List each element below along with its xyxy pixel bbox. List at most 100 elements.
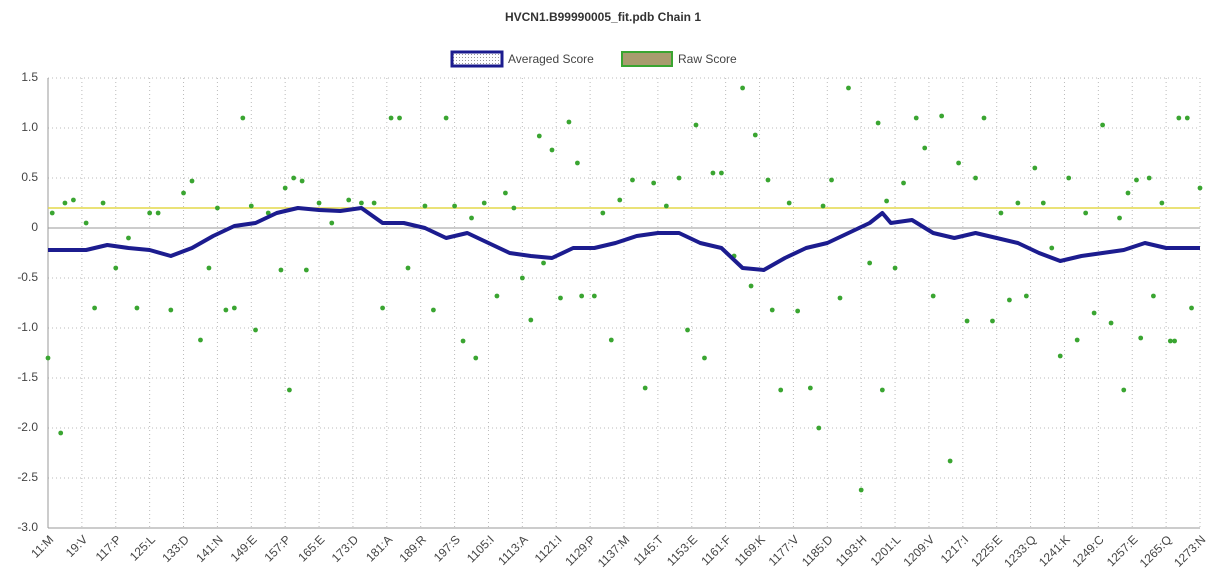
raw-point bbox=[71, 197, 76, 203]
raw-point bbox=[973, 175, 978, 181]
raw-point bbox=[469, 215, 474, 221]
x-tick-label: 157:P bbox=[261, 532, 293, 564]
x-tick-label: 1233:Q bbox=[1001, 532, 1039, 570]
raw-point bbox=[1108, 320, 1114, 326]
raw-point bbox=[867, 260, 873, 266]
raw-point bbox=[981, 115, 987, 121]
x-tick-label: 11:M bbox=[28, 532, 56, 560]
raw-point bbox=[1100, 122, 1105, 128]
raw-point bbox=[388, 115, 394, 121]
raw-point bbox=[422, 203, 428, 209]
raw-point bbox=[481, 200, 487, 206]
raw-point bbox=[329, 220, 335, 226]
raw-point bbox=[303, 267, 309, 273]
x-tick-label: 19:V bbox=[63, 532, 90, 559]
x-tick-label: 1201:L bbox=[868, 532, 904, 568]
x-tick-label: 165:E bbox=[295, 532, 327, 564]
raw-point bbox=[62, 200, 68, 206]
raw-point bbox=[930, 293, 936, 299]
raw-point bbox=[846, 85, 851, 91]
legend-swatch bbox=[621, 51, 673, 67]
x-tick-label: 1113:A bbox=[495, 532, 531, 568]
raw-point bbox=[299, 178, 305, 184]
raw-point bbox=[405, 265, 411, 271]
raw-point bbox=[748, 283, 754, 289]
legend-label: Averaged Score bbox=[508, 52, 594, 66]
raw-point bbox=[519, 275, 525, 281]
x-tick-label: 1129:P bbox=[562, 532, 598, 568]
raw-point bbox=[460, 338, 466, 344]
y-tick-label: 1.0 bbox=[21, 120, 38, 134]
raw-point bbox=[181, 190, 186, 196]
x-tick-label: 1121:I bbox=[532, 532, 565, 565]
x-tick-label: 1257:E bbox=[1104, 532, 1141, 569]
raw-point bbox=[1159, 200, 1165, 206]
raw-point bbox=[371, 200, 377, 206]
raw-point bbox=[575, 160, 580, 166]
y-tick-label: 0 bbox=[31, 220, 38, 234]
raw-point bbox=[1167, 338, 1173, 344]
raw-point bbox=[566, 119, 572, 125]
raw-point bbox=[765, 177, 771, 183]
raw-point bbox=[113, 265, 119, 271]
raw-point bbox=[1074, 337, 1080, 343]
raw-point bbox=[240, 115, 246, 121]
x-tick-label: 1105:I bbox=[464, 532, 497, 565]
raw-point bbox=[45, 355, 51, 361]
x-tick-label: 1145:T bbox=[631, 532, 667, 568]
raw-point bbox=[740, 85, 745, 91]
raw-point bbox=[1138, 335, 1144, 341]
raw-point bbox=[1189, 305, 1194, 311]
x-tick-label: 149:E bbox=[228, 532, 260, 564]
raw-point bbox=[752, 132, 758, 138]
raw-point bbox=[858, 487, 864, 493]
raw-point bbox=[875, 120, 881, 126]
raw-point bbox=[630, 177, 635, 183]
raw-point bbox=[913, 115, 919, 121]
raw-point bbox=[380, 305, 385, 311]
raw-point bbox=[795, 308, 801, 314]
y-tick-label: -1.0 bbox=[17, 320, 38, 334]
raw-point bbox=[676, 175, 682, 181]
raw-point bbox=[879, 387, 885, 393]
raw-point bbox=[168, 307, 174, 313]
raw-point bbox=[541, 260, 546, 266]
raw-point bbox=[778, 387, 784, 393]
raw-point bbox=[265, 210, 271, 216]
raw-point bbox=[316, 200, 322, 206]
raw-point bbox=[278, 267, 284, 273]
raw-point bbox=[1083, 210, 1089, 216]
y-tick-label: -2.5 bbox=[17, 470, 38, 484]
y-tick-label: -3.0 bbox=[17, 520, 38, 534]
raw-point bbox=[608, 337, 614, 343]
raw-point bbox=[702, 355, 707, 361]
raw-point bbox=[964, 318, 970, 324]
raw-point bbox=[892, 265, 898, 271]
raw-point bbox=[558, 295, 563, 301]
y-tick-label: -0.5 bbox=[17, 270, 38, 284]
raw-point bbox=[287, 387, 292, 393]
y-tick-label: -2.0 bbox=[17, 420, 38, 434]
raw-point bbox=[651, 180, 657, 186]
raw-point bbox=[397, 115, 402, 121]
x-tick-label: 141:N bbox=[193, 532, 226, 565]
raw-point bbox=[549, 147, 555, 153]
x-tick-label: 1137:M bbox=[595, 532, 633, 570]
x-tick-label: 1153:E bbox=[664, 532, 700, 568]
x-tick-label: 1225:E bbox=[968, 532, 1005, 569]
raw-point bbox=[1066, 175, 1072, 181]
raw-point bbox=[579, 293, 585, 299]
x-tick-label: 1273:N bbox=[1171, 532, 1206, 569]
raw-point bbox=[223, 307, 229, 313]
legend-swatch bbox=[450, 50, 504, 68]
x-tick-label: 189:R bbox=[397, 532, 430, 565]
raw-point bbox=[215, 205, 220, 211]
raw-point bbox=[663, 203, 669, 209]
raw-point bbox=[1134, 177, 1139, 183]
y-tick-label: 1.5 bbox=[21, 70, 38, 84]
x-tick-label: 1161:F bbox=[698, 532, 734, 568]
x-tick-label: 1217:I bbox=[938, 532, 971, 565]
x-tick-label: 1209:V bbox=[901, 532, 938, 569]
raw-point bbox=[710, 170, 716, 176]
raw-point bbox=[189, 178, 195, 184]
